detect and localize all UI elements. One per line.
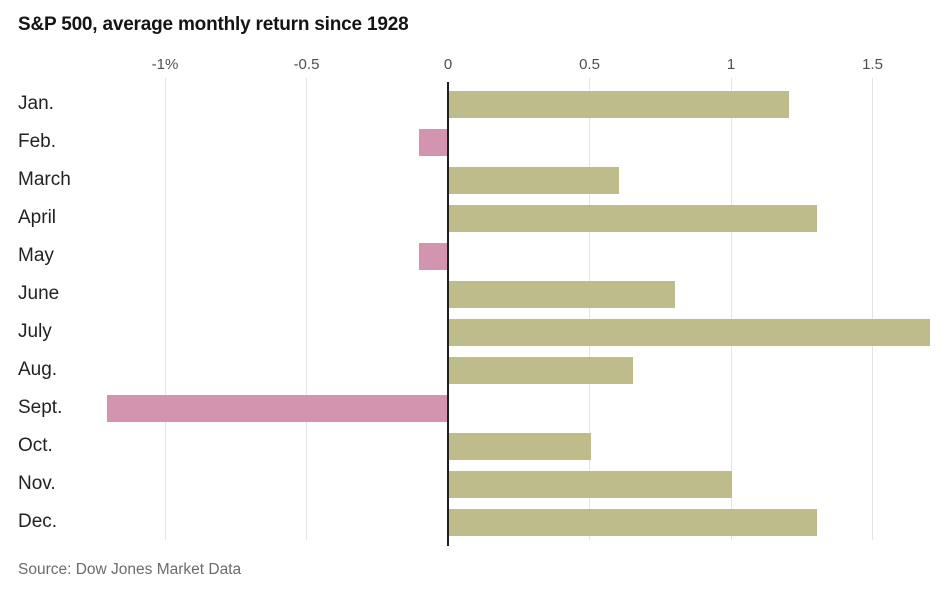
category-label-july: July bbox=[18, 321, 52, 342]
axis-tick-label: 0.5 bbox=[579, 56, 600, 73]
chart-title: S&P 500, average monthly return since 19… bbox=[18, 14, 409, 35]
gridline bbox=[306, 78, 307, 540]
axis-tick-label: -0.5 bbox=[293, 56, 320, 73]
bar-sept bbox=[107, 394, 447, 422]
bar-march bbox=[449, 166, 619, 194]
category-label-may: May bbox=[18, 245, 54, 266]
axis-tick-label: -1% bbox=[151, 56, 179, 73]
category-label-jan: Jan. bbox=[18, 93, 54, 114]
category-label-feb: Feb. bbox=[18, 131, 57, 152]
category-label-april: April bbox=[18, 207, 57, 228]
bar-oct bbox=[449, 432, 591, 460]
gridline bbox=[730, 78, 732, 540]
bar-april bbox=[449, 204, 817, 232]
axis-tick-label: 1.5 bbox=[862, 56, 883, 73]
category-label-sept: Sept. bbox=[18, 397, 63, 418]
category-label-dec: Dec. bbox=[18, 511, 58, 532]
zero-axis-line bbox=[447, 82, 449, 546]
gridline bbox=[164, 78, 166, 540]
bar-may bbox=[418, 242, 447, 270]
category-label-oct: Oct. bbox=[18, 435, 53, 456]
axis-tick-label: 0 bbox=[443, 56, 453, 73]
category-label-nov: Nov. bbox=[18, 473, 56, 494]
bar-nov bbox=[449, 470, 732, 498]
category-label-aug: Aug. bbox=[18, 359, 58, 380]
bar-aug bbox=[449, 356, 633, 384]
bar-dec bbox=[449, 508, 817, 536]
source-note: Source: Dow Jones Market Data bbox=[18, 561, 242, 578]
gridline bbox=[872, 78, 873, 540]
bar-feb bbox=[418, 128, 447, 156]
bar-jan bbox=[449, 90, 789, 118]
category-label-march: March bbox=[18, 169, 71, 190]
axis-tick-label: 1 bbox=[726, 56, 736, 73]
gridline bbox=[589, 78, 590, 540]
category-label-june: June bbox=[18, 283, 60, 304]
bar-july bbox=[449, 318, 931, 346]
bar-june bbox=[449, 280, 676, 308]
